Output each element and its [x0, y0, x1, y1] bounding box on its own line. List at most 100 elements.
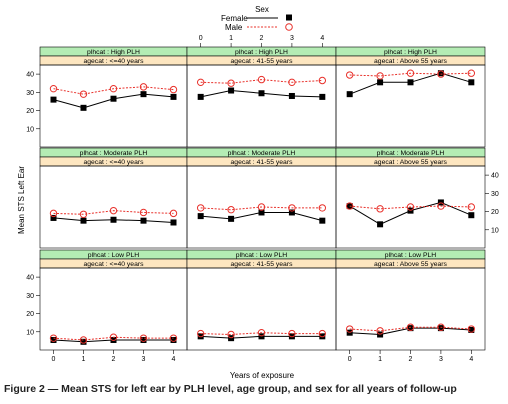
point-male — [318, 329, 327, 338]
point-male — [257, 328, 266, 337]
point-female — [377, 79, 384, 86]
strip-plh-label: plhcat : Moderate PLH — [228, 150, 296, 157]
y-tick-label: 40 — [491, 173, 499, 180]
strip-plh-label: plhcat : Low PLH — [385, 252, 436, 259]
point-male — [318, 204, 327, 212]
x-tick-label: 0 — [52, 356, 56, 363]
legend-title: Sex — [255, 5, 269, 14]
panel: plhcat : High PLH agecat : 41-55 years 0 1 2… — [186, 35, 337, 148]
point-male — [227, 79, 235, 87]
panel-frame — [335, 267, 486, 351]
series-line-male — [53, 86, 174, 95]
x-tick-label: 1 — [378, 356, 382, 363]
y-tick-label: 10 — [491, 227, 499, 234]
legend-marker-male — [285, 23, 293, 31]
point-male — [318, 76, 327, 85]
point-male — [169, 85, 178, 94]
series-line-male — [200, 332, 323, 336]
series-line-male — [349, 205, 472, 210]
y-tick-label: 30 — [26, 90, 34, 97]
point-female — [258, 90, 265, 97]
strip-plh-label: plhcat : High PLH — [384, 49, 437, 56]
point-male — [79, 90, 88, 98]
trellis-chart: Sex Female Male Mean STS Left Ear Years … — [17, 5, 499, 380]
strip-plh-label: plhcat : Low PLH — [236, 252, 287, 259]
point-male — [196, 204, 205, 212]
point-male — [288, 329, 296, 338]
x-tick-label: 2 — [260, 35, 264, 42]
strip-plh-label: plhcat : Moderate PLH — [377, 150, 445, 157]
point-female — [258, 209, 265, 216]
panel-frame — [335, 64, 486, 148]
panel-frame — [39, 64, 188, 148]
figure-caption: Figure 2 — Mean STS for left ear by PLH … — [4, 383, 457, 395]
legend-label-male: Male — [225, 23, 243, 32]
x-tick-label: 3 — [290, 35, 294, 42]
panel: plhcat : High PLH agecat : Above 55 years — [335, 46, 486, 148]
point-female — [468, 326, 475, 333]
point-female — [80, 217, 87, 224]
point-female — [110, 216, 117, 223]
point-male — [288, 78, 296, 87]
panel: plhcat : High PLH agecat : <=40 years 10 20… — [26, 46, 188, 148]
point-male — [376, 72, 384, 80]
point-male — [139, 334, 148, 342]
point-male — [49, 209, 58, 218]
point-male — [467, 203, 476, 211]
point-male — [376, 327, 384, 335]
point-male — [437, 323, 445, 331]
point-male — [196, 78, 205, 87]
point-male — [257, 75, 266, 84]
point-female — [346, 91, 353, 98]
x-tick-label: 2 — [409, 356, 413, 363]
strip-age-label: agecat : Above 55 years — [374, 261, 448, 268]
point-female — [377, 221, 384, 228]
x-tick-label: 0 — [199, 35, 203, 42]
x-tick-label: 1 — [82, 356, 86, 363]
point-male — [227, 330, 235, 339]
x-tick-label: 2 — [112, 356, 116, 363]
point-male — [376, 205, 384, 213]
point-male — [109, 333, 118, 341]
point-female — [170, 93, 177, 100]
point-male — [227, 206, 235, 214]
point-female — [110, 95, 117, 102]
point-female — [319, 93, 326, 100]
point-male — [49, 334, 58, 342]
strip-age-label: agecat : <=40 years — [83, 58, 144, 65]
y-tick-label: 20 — [491, 209, 499, 216]
point-female — [50, 336, 57, 343]
point-female — [50, 96, 57, 103]
point-male — [79, 210, 88, 218]
point-male — [196, 329, 205, 338]
point-female — [437, 70, 444, 77]
point-male — [109, 206, 118, 215]
point-female — [170, 219, 177, 226]
point-male — [79, 336, 88, 344]
point-female — [468, 79, 475, 86]
y-tick-label: 10 — [26, 126, 34, 133]
panel: plhcat : Moderate PLH agecat : Above 55 y… — [335, 147, 499, 249]
point-female — [197, 213, 204, 220]
strip-plh-label: plhcat : High PLH — [87, 49, 140, 56]
point-male — [109, 84, 118, 93]
x-tick-label: 4 — [172, 356, 176, 363]
panel: plhcat : Low PLH agecat : Above 55 years 0… — [335, 249, 486, 363]
point-male — [345, 325, 354, 333]
point-female — [50, 214, 57, 221]
strip-age-label: agecat : 41-55 years — [231, 261, 294, 268]
point-male — [49, 84, 58, 93]
point-female — [140, 217, 147, 224]
y-tick-label: 30 — [26, 293, 34, 300]
point-female — [407, 325, 414, 332]
point-male — [406, 323, 415, 331]
y-tick-label: 20 — [26, 108, 34, 115]
series-line-male — [53, 336, 174, 341]
strip-age-label: agecat : Above 55 years — [374, 159, 448, 166]
point-male — [139, 83, 148, 91]
x-tick-label: 3 — [142, 356, 146, 363]
point-male — [257, 203, 266, 211]
point-female — [437, 325, 444, 332]
